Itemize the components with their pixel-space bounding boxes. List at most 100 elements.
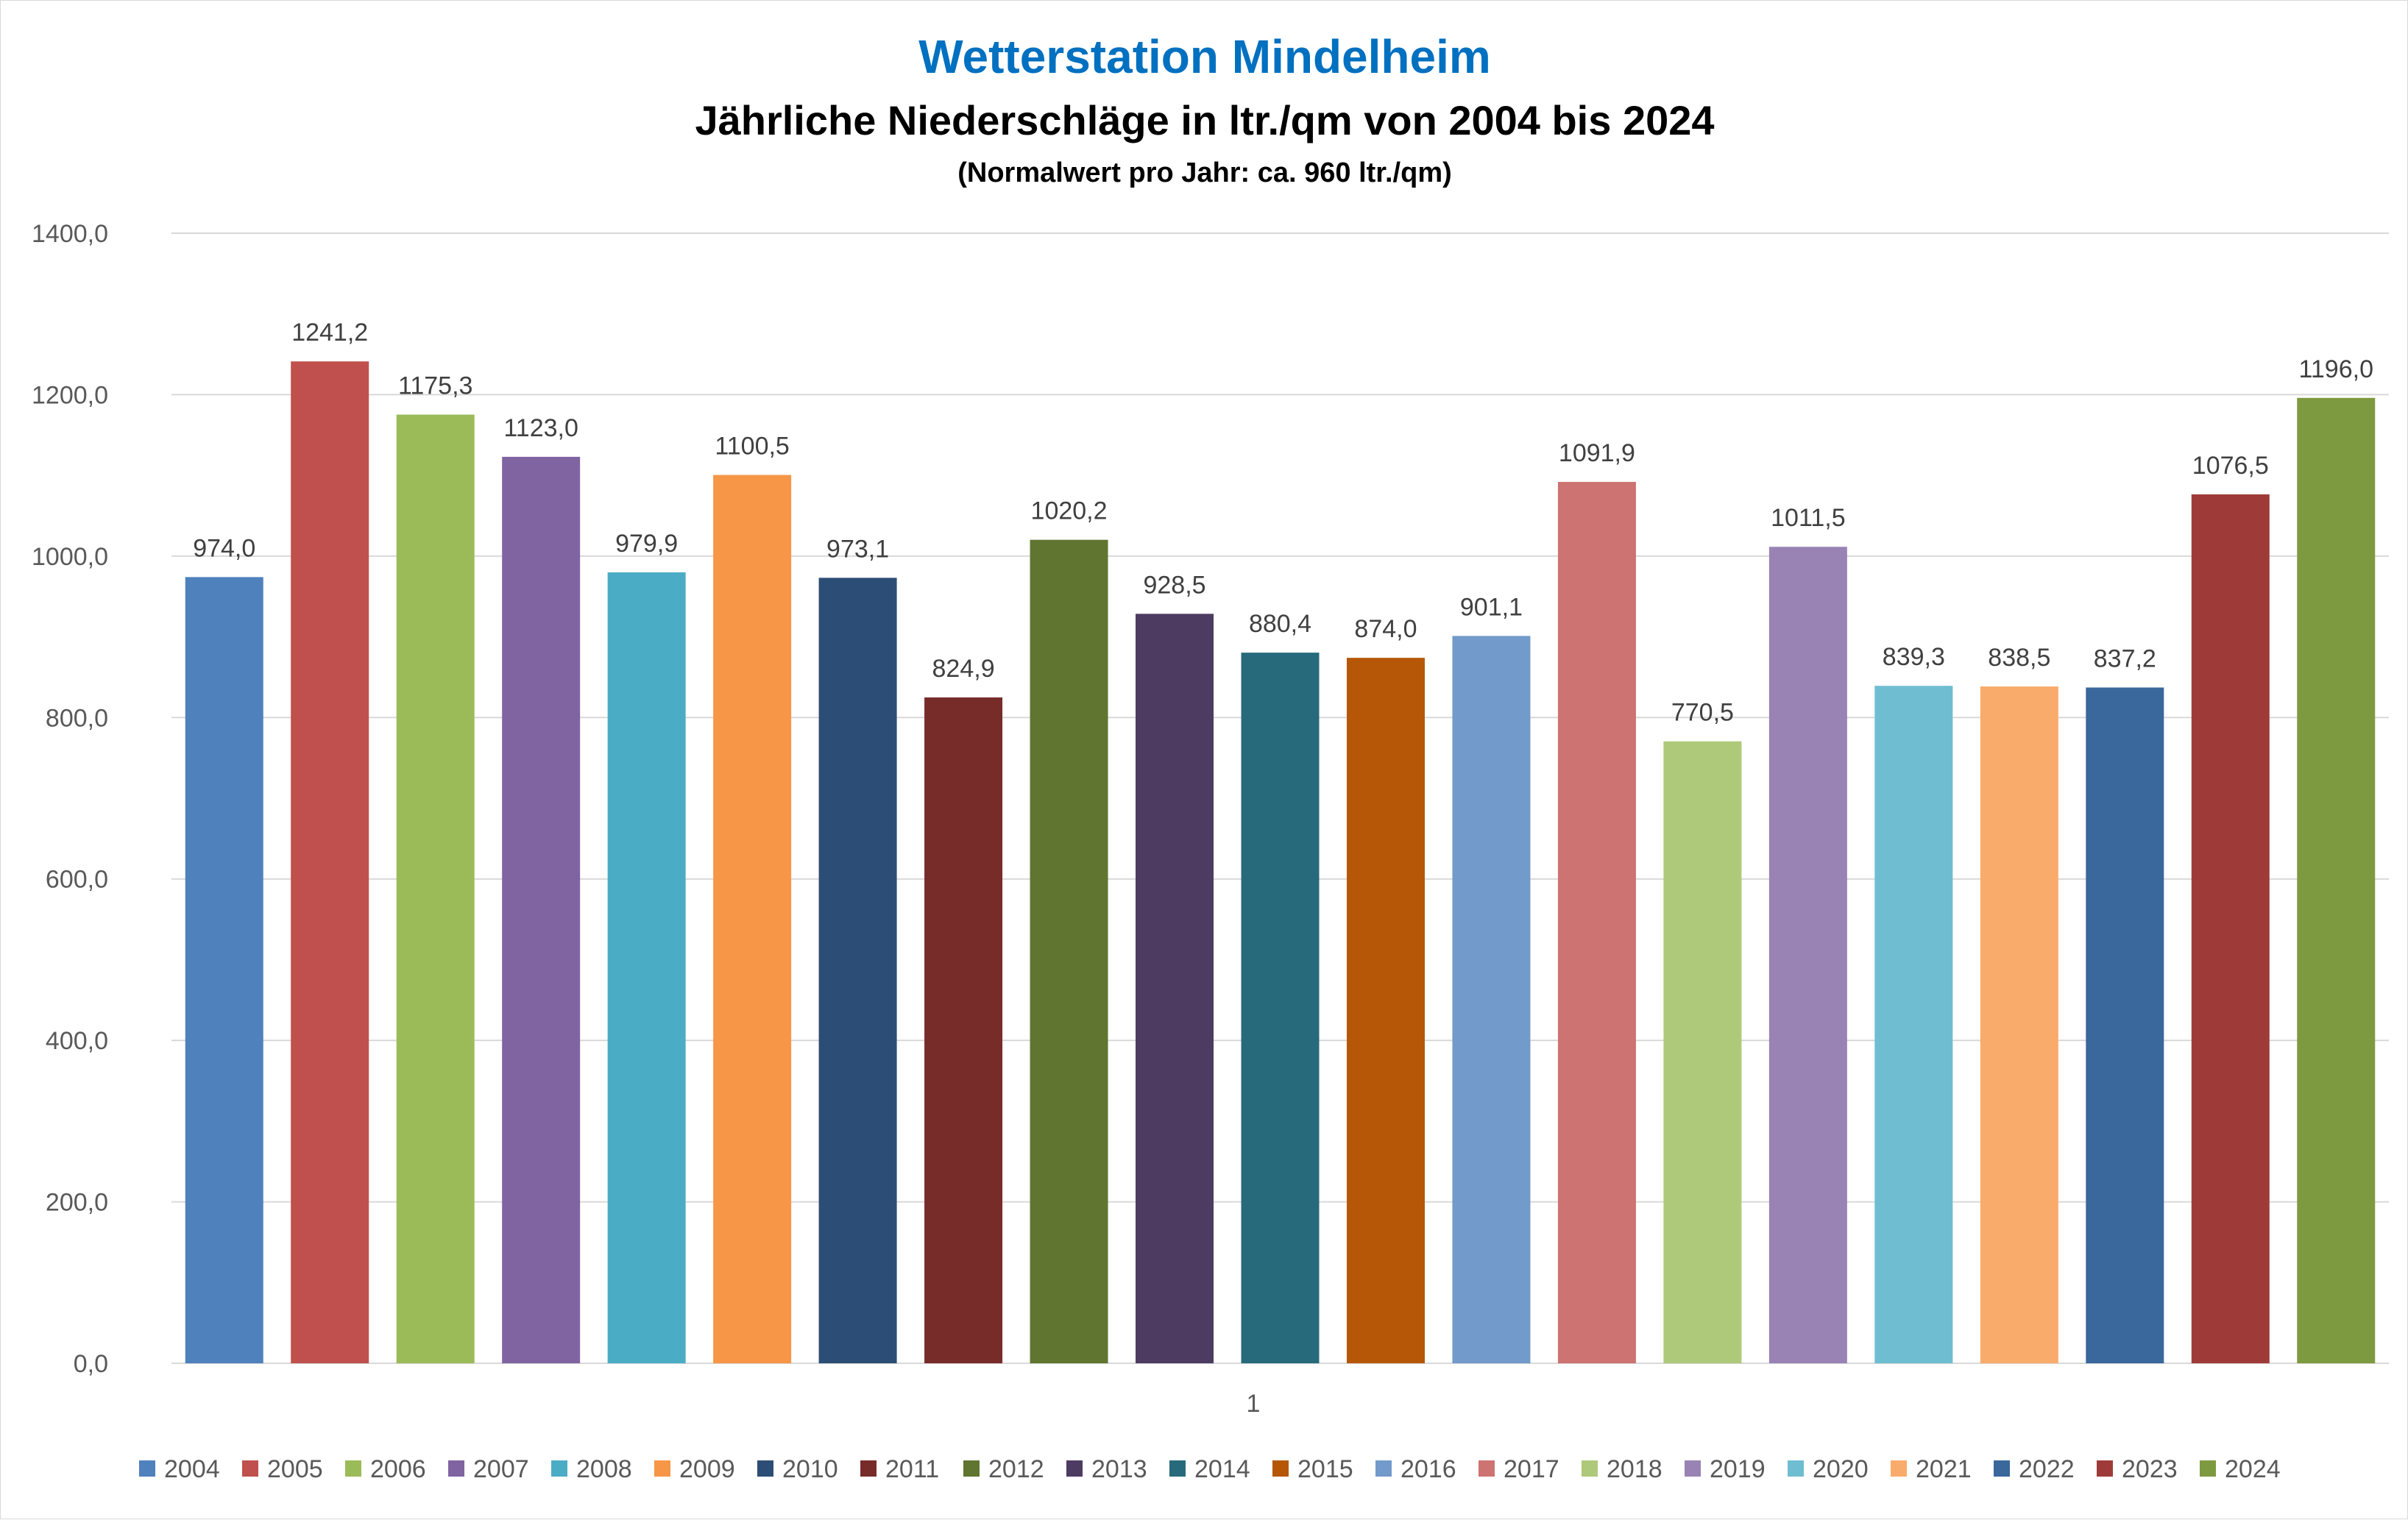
legend-label-2006: 2006 [370,1455,426,1483]
legend-swatch-2014 [1169,1460,1186,1477]
data-label-2004: 974,0 [193,534,255,562]
data-label-2020: 839,3 [1883,643,1945,671]
legend: 2004 2005 2006 2007 2008 2009 2010 2011 2012 2013… [139,1455,2281,1483]
legend-swatch-2023 [2097,1460,2113,1477]
legend-swatch-2022 [1994,1460,2010,1477]
legend-swatch-2021 [1891,1460,1907,1477]
data-label-2010: 973,1 [826,535,889,563]
y-tick-label: 1000,0 [32,543,108,571]
data-label-2011: 824,9 [932,655,995,683]
bar-2022 [2086,687,2164,1363]
bar-2018 [1663,741,1742,1363]
legend-swatch-2013 [1066,1460,1083,1477]
legend-label-2008: 2008 [576,1455,632,1483]
bar-2009 [713,475,792,1364]
bar-2020 [1874,686,1953,1363]
chart-title: Wetterstation Mindelheim [918,30,1491,83]
data-label-2016: 901,1 [1460,593,1523,621]
legend-swatch-2019 [1685,1460,1701,1477]
data-label-2021: 838,5 [1988,644,2050,672]
data-label-2023: 1076,5 [2192,452,2269,480]
legend-label-2012: 2012 [988,1455,1044,1483]
legend-swatch-2008 [551,1460,567,1477]
data-label-2005: 1241,2 [291,319,368,347]
legend-label-2017: 2017 [1504,1455,1559,1483]
bar-2014 [1241,653,1320,1363]
bar-2017 [1557,482,1636,1363]
legend-label-2023: 2023 [2122,1455,2178,1483]
data-label-2019: 1011,5 [1771,504,1845,532]
y-axis-ticks: 0,0 200,0 400,0 600,0 800,0 1000,0 1200,0 1400,… [32,220,108,1378]
bar-2013 [1136,614,1214,1363]
chart-note: (Normalwert pro Jahr: ca. 960 ltr./qm) [957,157,1452,188]
data-label-2007: 1123,0 [503,414,578,442]
y-tick-label: 600,0 [46,866,108,894]
legend-label-2014: 2014 [1194,1455,1250,1483]
legend-swatch-2011 [860,1460,877,1477]
legend-swatch-2020 [1788,1460,1804,1477]
bar-2005 [291,361,369,1363]
legend-swatch-2006 [345,1460,361,1477]
y-tick-label: 800,0 [46,704,108,732]
legend-label-2011: 2011 [885,1455,939,1483]
bar-2012 [1030,539,1108,1364]
chart-subtitle: Jährliche Niederschläge in ltr./qm von 2… [695,97,1714,143]
bar-2004 [185,577,263,1364]
x-tick-label: 1 [1247,1390,1261,1418]
data-label-2006: 1175,3 [398,372,472,400]
bar-2010 [818,578,897,1363]
bar-2011 [924,697,1003,1363]
legend-swatch-2018 [1582,1460,1598,1477]
bars [185,361,2376,1364]
legend-swatch-2004 [139,1460,155,1477]
legend-label-2005: 2005 [267,1455,323,1483]
bar-2015 [1346,658,1425,1363]
bar-2024 [2297,397,2376,1363]
legend-swatch-2010 [757,1460,773,1477]
y-tick-label: 200,0 [46,1189,108,1217]
data-label-2014: 880,4 [1249,610,1311,638]
legend-label-2009: 2009 [679,1455,735,1483]
bar-2019 [1768,547,1847,1363]
legend-label-2018: 2018 [1607,1455,1662,1483]
legend-label-2022: 2022 [2019,1455,2075,1483]
bar-2016 [1452,636,1531,1363]
legend-label-2024: 2024 [2225,1455,2281,1483]
legend-label-2015: 2015 [1297,1455,1353,1483]
data-label-2013: 928,5 [1143,571,1205,599]
legend-label-2016: 2016 [1400,1455,1456,1483]
bar-2008 [607,572,686,1364]
legend-label-2020: 2020 [1813,1455,1869,1483]
bar-2006 [396,414,475,1363]
data-label-2012: 1020,2 [1031,497,1108,525]
legend-swatch-2016 [1375,1460,1392,1477]
legend-swatch-2005 [242,1460,258,1477]
bar-2023 [2191,494,2270,1363]
data-label-2022: 837,2 [2094,644,2156,672]
data-label-2018: 770,5 [1671,699,1734,727]
data-label-2008: 979,9 [615,530,678,558]
y-tick-label: 1200,0 [32,381,108,409]
y-tick-label: 400,0 [46,1027,108,1055]
legend-label-2013: 2013 [1091,1455,1147,1483]
legend-swatch-2024 [2200,1460,2216,1477]
data-label-2017: 1091,9 [1559,439,1635,467]
y-tick-label: 1400,0 [32,220,108,248]
data-labels: 974,0 1241,2 1175,3 1123,0 979,9 1100,5 973,1 8… [193,319,2373,726]
bar-2007 [502,456,581,1363]
data-label-2024: 1196,0 [2299,355,2373,383]
y-tick-label: 0,0 [74,1350,108,1378]
legend-swatch-2009 [654,1460,670,1477]
legend-label-2021: 2021 [1916,1455,1972,1483]
legend-label-2019: 2019 [1710,1455,1766,1483]
legend-swatch-2017 [1479,1460,1495,1477]
legend-label-2007: 2007 [473,1455,529,1483]
legend-swatch-2012 [963,1460,980,1477]
legend-swatch-2015 [1272,1460,1289,1477]
data-label-2015: 874,0 [1354,615,1417,643]
legend-label-2010: 2010 [782,1455,838,1483]
legend-label-2004: 2004 [164,1455,220,1483]
bar-2021 [1980,686,2058,1363]
